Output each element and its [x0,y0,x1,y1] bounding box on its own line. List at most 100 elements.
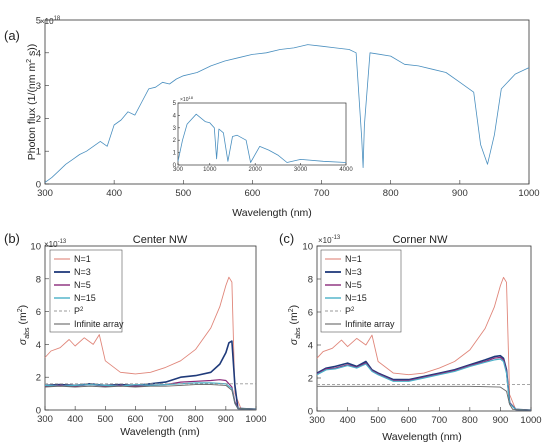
panel-b-ylabel: σabs (m2) [17,305,31,345]
panel-b-legend-label-p2: P2 [74,306,84,316]
panel-b-legend-label-n1: N=1 [74,254,91,264]
panel-c-label: (c) [279,231,294,246]
panel-b-series-infinite [44,384,257,410]
inset-ytick-label: 3 [173,126,177,132]
panel-c-legend-label-n3: N=3 [345,267,362,277]
panel-c-frame [316,245,532,412]
panel-c-legend-label-n15: N=15 [345,293,367,303]
panel-b-plot [44,276,257,410]
panel-c-xlabel: Wavelength (nm) [382,431,462,443]
panel-c-plot [316,276,532,411]
panel-b-legend: N=1 N=3 N=5 N=15 P2 Infinite array [49,249,124,333]
inset-ytick-label: 2 [173,138,177,144]
panel-b-legend-label-n3: N=3 [74,267,91,277]
panel-c-xtick-label: 300 [309,415,325,426]
panel-c-ytick-label: 4 [308,341,313,352]
panel-a-exponent: ×10 [40,17,54,26]
panel-b-xtick-label: 300 [37,414,53,425]
panel-b-legend-label-n5: N=5 [74,280,91,290]
panel-b-xtick-label: 400 [67,414,83,425]
panel-c-series-infinite [317,385,532,411]
panel-c: (c) Corner NW ×10-13 σabs (m2) Wavelengt… [279,231,542,443]
panel-c-ytick-label: 10 [302,242,313,253]
panel-b-ytick-label: 8 [36,274,41,285]
panel-c-series-n5 [316,356,532,411]
inset-ticks: 300 1000 2000 3000 4000 0 1 2 3 4 5 [173,101,354,173]
panel-a-exponent-power: 18 [54,16,61,22]
panel-a-xtick-label: 400 [106,188,122,199]
panel-b-xtick-label: 900 [218,414,234,425]
panel-c-xtick-label: 800 [462,415,478,426]
svg-text:×1018: ×1018 [40,16,61,26]
inset-xtick-label: 300 [173,167,184,173]
svg-text:×1018: ×1018 [180,95,194,103]
panel-c-xtick-label: 700 [431,415,447,426]
panel-b-series-n3 [44,340,257,410]
panel-c-legend: N=1 N=3 N=5 N=15 P2 Infinite array [320,249,402,333]
panel-a: (a) ×1018 Photon flux (1/(nm m2 s)) Wave… [4,16,540,220]
inset-xtick-label: 3000 [294,167,308,173]
panel-a-xtick-label: 800 [383,188,399,199]
panel-b-ytick-label: 10 [30,242,41,253]
inset-ytick-label: 4 [173,113,177,119]
panel-b-ytick-label: 0 [36,406,41,417]
inset-frame [177,102,347,166]
panel-b-ytick-label: 2 [36,373,41,384]
inset-ytick-label: 5 [173,101,177,107]
panel-a-ytick-label: 4 [36,48,41,59]
panel-a-xtick-label: 900 [452,188,468,199]
panel-a-xtick-label: 300 [37,188,53,199]
panel-c-exponent-power: -13 [332,235,341,241]
inset-exponent: ×10 [180,97,189,103]
panel-b-exponent-power: -13 [58,239,67,245]
panel-a-plot [44,44,530,183]
panel-a-xlabel: Wavelength (nm) [232,207,312,219]
inset-ytick-label: 1 [173,151,177,157]
panel-a-ticks: 300 400 500 600 700 800 900 1000 0 1 2 3 4 5 [36,16,540,200]
panel-c-ytick-label: 2 [308,374,313,385]
inset-xtick-label: 2000 [249,167,263,173]
panel-a-frame [44,19,530,185]
panel-b-title: Center NW [133,234,188,246]
panel-c-title: Corner NW [392,234,448,246]
panel-b-series-n1 [44,276,257,410]
panel-a-xtick-label: 700 [314,188,330,199]
panel-b-legend-label-infinite: Infinite array [74,319,124,329]
panel-c-ytick-label: 8 [308,275,313,286]
panel-b-legend-label-n15: N=15 [74,293,96,303]
panel-c-exponent: ×10 [318,236,332,245]
panel-c-ytick-label: 0 [308,407,313,418]
spectrum-line [44,44,530,183]
panel-a-inset: ×1018 300 1000 2000 3000 4000 0 1 2 3 4 5 [173,95,354,173]
panel-c-legend-label-n1: N=1 [345,254,362,264]
panel-b-ticks: 300 400 500 600 700 800 900 1000 0 2 4 6 8 10 [30,242,266,426]
panel-a-xtick-label: 500 [175,188,191,199]
inset-ytick-label: 0 [173,163,177,169]
panel-b-xtick-label: 800 [188,414,204,425]
panel-c-xtick-label: 900 [492,415,508,426]
inset-plot [177,113,347,163]
panel-c-xtick-label: 400 [340,415,356,426]
panel-b-xtick-label: 1000 [245,414,266,425]
panel-b-xtick-label: 600 [127,414,143,425]
panel-c-series-n15 [316,358,532,411]
panel-a-label: (a) [4,28,20,43]
panel-c-ytick-label: 6 [308,308,313,319]
panel-b-label: (b) [4,231,20,246]
panel-b-xlabel: Wavelength (nm) [120,426,200,438]
svg-text:×10-13: ×10-13 [318,235,341,245]
panel-c-ylabel: σabs (m2) [288,305,302,345]
panel-c-legend-label-p2: P2 [345,306,355,316]
panel-c-ticks: 300 400 500 600 700 800 900 1000 0 2 4 6 8 10 [302,242,541,427]
panel-b-ytick-label: 6 [36,307,41,318]
svg-text:×10-13: ×10-13 [44,239,67,249]
inset-exponent-power: 18 [188,95,193,100]
panel-a-ytick-label: 2 [36,114,41,125]
panel-c-xtick-label: 500 [370,415,386,426]
panel-b-legend-box [49,249,123,333]
panel-a-ytick-label: 3 [36,81,41,92]
panel-b-xtick-label: 500 [97,414,113,425]
panel-a-ytick-label: 1 [36,147,41,158]
panel-b-xtick-label: 700 [158,414,174,425]
